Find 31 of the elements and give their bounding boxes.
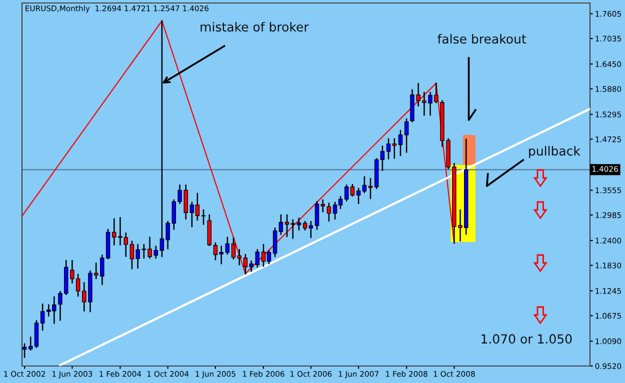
candlestick (255, 249, 260, 268)
annotation: false breakout (438, 34, 526, 44)
candlestick (40, 304, 45, 331)
candlestick (112, 218, 116, 246)
candlestick (28, 336, 33, 351)
annotation: mistake of broker (200, 22, 309, 32)
candlestick (404, 118, 409, 153)
candlestick (392, 138, 397, 159)
candlestick (278, 214, 284, 235)
candlestick (308, 220, 314, 238)
candlestick (82, 282, 86, 312)
candlestick (380, 146, 385, 171)
candlestick (368, 178, 373, 200)
candlestick (344, 184, 349, 202)
candlestick (34, 320, 39, 348)
candlestick (290, 219, 295, 239)
annotation: 1.070 or 1.050 (482, 334, 572, 344)
candlestick (326, 202, 332, 222)
candlestick (350, 184, 355, 196)
candlestick (386, 138, 391, 160)
candlestick (154, 246, 158, 259)
annotation: pullback (529, 146, 580, 158)
candlestick (398, 130, 403, 156)
candlestick (296, 218, 302, 230)
candlestick (284, 214, 290, 238)
candlestick (22, 343, 27, 358)
candlestick (201, 209, 206, 225)
candlestick (362, 176, 367, 194)
candlestick (225, 236, 230, 255)
candlestick (356, 188, 361, 204)
candlestick (272, 228, 278, 257)
